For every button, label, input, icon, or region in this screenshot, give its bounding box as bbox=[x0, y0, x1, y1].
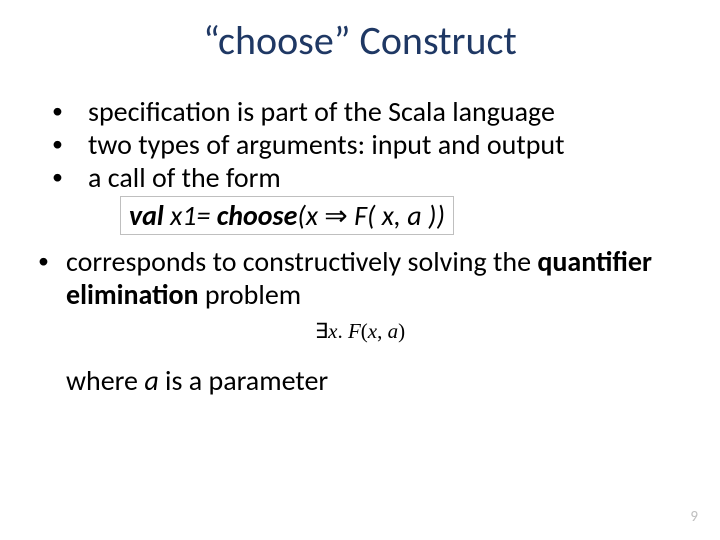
formula-exists: ∃ bbox=[315, 319, 328, 343]
code-choose: choose bbox=[217, 198, 298, 233]
formula-F: F bbox=[348, 319, 361, 343]
corresponds-pre: corresponds to constructively solving th… bbox=[66, 244, 537, 279]
slide-body: specification is part of the Scala langu… bbox=[30, 95, 690, 397]
formula-open: ( bbox=[361, 319, 368, 343]
formula-comma: , bbox=[377, 319, 388, 343]
formula-xvar: x bbox=[368, 319, 377, 343]
code-open: (x bbox=[297, 198, 324, 233]
code-x1eq: x1= bbox=[164, 198, 217, 233]
slide-title: “choose” Construct bbox=[0, 16, 720, 65]
bullet-list-mid: corresponds to constructively solving th… bbox=[30, 245, 690, 311]
codebox: val x1= choose(x ⇒ F( x, a )) bbox=[120, 196, 454, 235]
formula-dot: . bbox=[337, 319, 348, 343]
formula-close: ) bbox=[398, 319, 405, 343]
codebox-wrap: val x1= choose(x ⇒ F( x, a )) bbox=[120, 196, 690, 235]
code-arrow: ⇒ bbox=[324, 198, 347, 233]
code-rest: F( x, a )) bbox=[348, 198, 445, 233]
formula-avar: a bbox=[388, 319, 399, 343]
bullet-spec: specification is part of the Scala langu… bbox=[30, 95, 690, 128]
slide: “choose” Construct specification is part… bbox=[0, 0, 720, 540]
bullet-argtypes: two types of arguments: input and output bbox=[30, 128, 690, 161]
where-line: where a is a parameter bbox=[66, 364, 690, 397]
bullet-list-callform: a call of the form bbox=[30, 161, 690, 194]
where-a: a bbox=[144, 363, 158, 398]
where-post: is a parameter bbox=[159, 363, 328, 398]
formula: ∃x. F(x, a) bbox=[30, 319, 690, 344]
bullet-corresponds: corresponds to constructively solving th… bbox=[30, 245, 690, 311]
code-val: val bbox=[129, 198, 164, 233]
corresponds-post: problem bbox=[199, 277, 302, 312]
bullet-list-top: specification is part of the Scala langu… bbox=[30, 95, 690, 161]
bullet-callform: a call of the form bbox=[30, 161, 690, 194]
where-pre: where bbox=[66, 363, 144, 398]
page-number: 9 bbox=[690, 508, 698, 526]
